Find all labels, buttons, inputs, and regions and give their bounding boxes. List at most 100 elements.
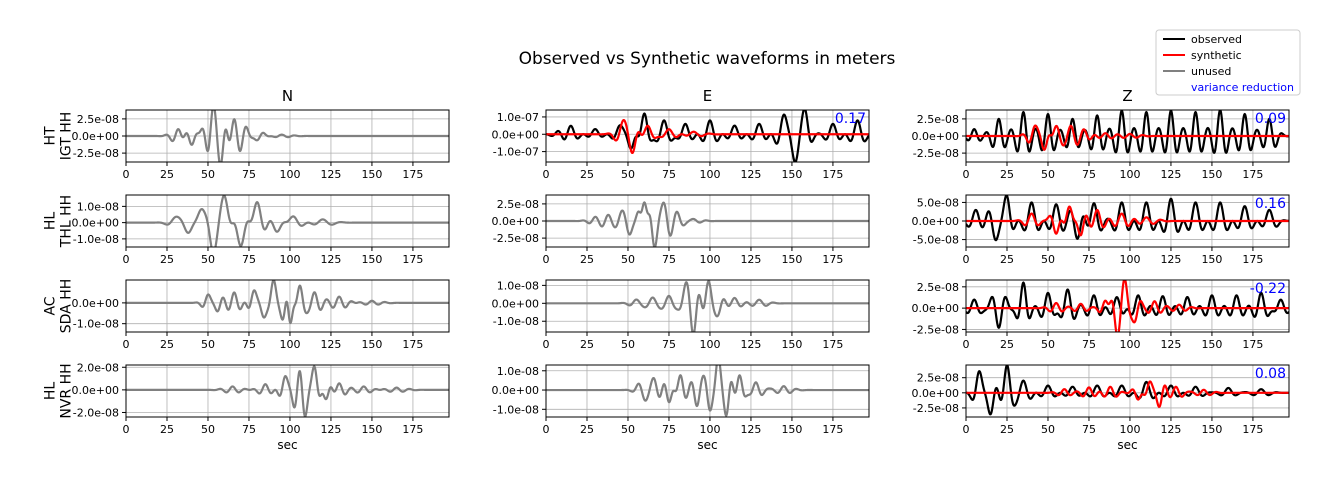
y-tick-label: -1.0e-07 (493, 146, 539, 159)
y-tick-label: 1.0e-08 (77, 200, 119, 213)
synthetic-trace (966, 205, 1289, 237)
panel-nvr-hh-n: 0 25 50 75 100 125 150 175 -2.0e-08 0.0e+00 2.0e-0… (72, 361, 450, 452)
panel-sda-hh-z: 0 25 50 75 100 125 150 175 -2.5e-08 0.0e+00 2.5e-0… (912, 279, 1290, 351)
y-tick-label: 2.5e-08 (917, 372, 959, 385)
x-tick-label: 0 (543, 338, 550, 351)
x-tick-label: 125 (740, 168, 761, 181)
x-tick-label: 175 (1242, 423, 1263, 436)
row-label-3: HLNVR HH (43, 363, 75, 418)
x-tick-label: 50 (1041, 338, 1055, 351)
y-tick-label: 5.0e-08 (917, 196, 959, 209)
x-tick-label: 175 (402, 338, 423, 351)
x-tick-label: 75 (242, 253, 256, 266)
x-tick-label: 0 (543, 168, 550, 181)
panel-thl-hh-e: 0 25 50 75 100 125 150 175 -2.5e-08 0.0e+00 2.5e-0… (492, 194, 870, 266)
axes-frame (545, 279, 870, 333)
x-tick-label: 75 (1082, 423, 1096, 436)
x-tick-label: 50 (1041, 253, 1055, 266)
x-tick-label: 125 (320, 168, 341, 181)
synthetic-trace (546, 118, 869, 155)
y-tick-label: -1.0e-08 (493, 403, 539, 416)
variance-reduction-value: 0.16 (1255, 196, 1286, 212)
x-tick-label: 50 (201, 253, 215, 266)
observed-trace (966, 365, 1289, 416)
x-tick-label: 125 (320, 338, 341, 351)
x-tick-label: 150 (781, 253, 802, 266)
x-tick-label: 100 (1119, 168, 1140, 181)
column-title-z: Z (1122, 87, 1132, 105)
panel-igt-hh-e: 0 25 50 75 100 125 150 175 -1.0e-07 0.0e+00 1.0e-0… (492, 109, 870, 181)
axes-frame (545, 109, 870, 163)
x-tick-label: 75 (242, 168, 256, 181)
y-tick-label: 2.5e-08 (917, 113, 959, 126)
x-tick-label: 175 (1242, 338, 1263, 351)
y-tick-label: 2.5e-08 (77, 113, 119, 126)
y-tick-label: -5.0e-08 (913, 234, 959, 247)
x-axis-label: sec (1117, 438, 1137, 452)
unused-trace (546, 280, 869, 332)
y-tick-label: 1.0e-08 (497, 279, 539, 292)
unused-trace (126, 195, 449, 247)
axes-frame (965, 279, 1290, 333)
panel-nvr-hh-z: 0 25 50 75 100 125 150 175 -2.5e-08 0.0e+00 2.5e-0… (912, 364, 1290, 452)
legend-box (1155, 29, 1301, 96)
x-tick-label: 0 (543, 423, 550, 436)
x-tick-label: 25 (1000, 338, 1014, 351)
x-tick-label: 75 (1082, 338, 1096, 351)
x-tick-label: 100 (279, 168, 300, 181)
x-tick-label: 100 (1119, 338, 1140, 351)
y-tick-label: 0.0e+00 (72, 217, 119, 230)
y-tick-label: 0.0e+00 (72, 384, 119, 397)
x-tick-label: 25 (1000, 168, 1014, 181)
figure-title: Observed vs Synthetic waveforms in meter… (519, 49, 896, 69)
x-tick-label: 100 (279, 253, 300, 266)
y-tick-label: 0.0e+00 (912, 387, 959, 400)
row-label-1: HLTHL HH (43, 195, 75, 248)
x-tick-label: 175 (402, 253, 423, 266)
x-tick-label: 0 (123, 423, 130, 436)
x-tick-label: 25 (580, 338, 594, 351)
synthetic-trace (966, 280, 1289, 332)
panel-nvr-hh-e: 0 25 50 75 100 125 150 175 -1.0e-08 0.0e+00 1.0e-0… (492, 364, 870, 452)
x-tick-label: 175 (402, 423, 423, 436)
y-tick-label: -2.5e-08 (493, 232, 539, 245)
legend-label: synthetic (1191, 49, 1242, 62)
column-title-e: E (703, 87, 712, 105)
x-tick-label: 125 (1160, 168, 1181, 181)
legend: observed synthetic unused variance reductio… (1155, 29, 1301, 96)
x-tick-label: 150 (361, 338, 382, 351)
x-tick-label: 25 (1000, 423, 1014, 436)
x-tick-label: 100 (279, 423, 300, 436)
y-tick-label: -1.0e-08 (73, 318, 119, 331)
panel-igt-hh-z: 0 25 50 75 100 125 150 175 -2.5e-08 0.0e+00 2.5e-0… (912, 109, 1290, 181)
observed-trace (966, 281, 1289, 329)
x-tick-label: 175 (822, 423, 843, 436)
x-tick-label: 75 (1082, 253, 1096, 266)
x-tick-label: 100 (699, 168, 720, 181)
x-tick-label: 50 (621, 168, 635, 181)
x-tick-label: 125 (740, 338, 761, 351)
x-tick-label: 50 (201, 168, 215, 181)
x-tick-label: 50 (1041, 168, 1055, 181)
synthetic-trace (966, 124, 1289, 151)
x-tick-label: 175 (1242, 168, 1263, 181)
x-tick-label: 75 (662, 423, 676, 436)
x-axis-label: sec (697, 438, 717, 452)
panel-igt-hh-n: 0 25 50 75 100 125 150 175 -2.5e-08 0.0e+00 2.5e-0… (72, 109, 450, 181)
unused-trace (546, 201, 869, 247)
x-tick-label: 75 (1082, 168, 1096, 181)
x-tick-label: 0 (963, 253, 970, 266)
x-tick-label: 75 (662, 168, 676, 181)
y-tick-label: 0.0e+00 (72, 297, 119, 310)
y-tick-label: -2.5e-08 (913, 147, 959, 160)
x-tick-label: 0 (963, 423, 970, 436)
x-tick-label: 100 (1119, 253, 1140, 266)
x-tick-label: 150 (361, 423, 382, 436)
panel-thl-hh-n: 0 25 50 75 100 125 150 175 -1.0e-08 0.0e+00 1.0e-0… (72, 194, 450, 266)
x-tick-label: 0 (543, 253, 550, 266)
axes-frame (965, 364, 1290, 418)
x-tick-label: 125 (740, 423, 761, 436)
x-axis-label: sec (277, 438, 297, 452)
panel-sda-hh-n: 0 25 50 75 100 125 150 175 -1.0e-08 0.0e+00 (72, 279, 450, 351)
